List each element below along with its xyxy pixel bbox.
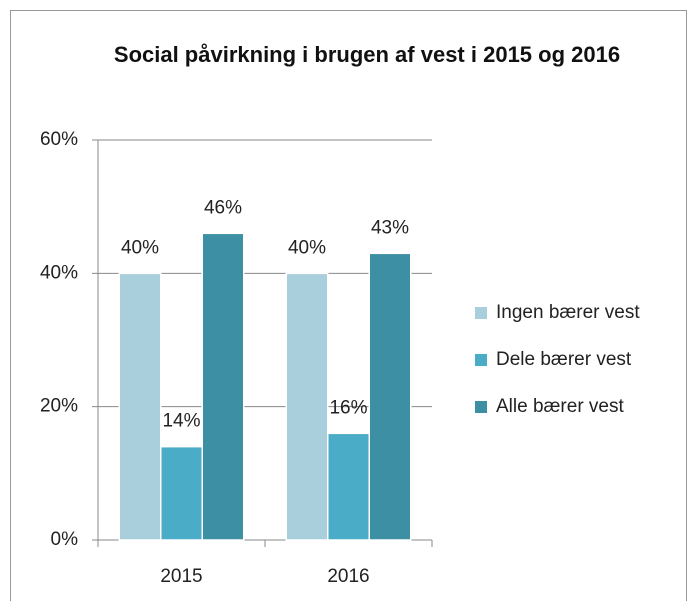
x-tick-label: 2016 bbox=[327, 566, 369, 587]
y-tick-label: 20% bbox=[40, 396, 78, 417]
data-label: 40% bbox=[121, 237, 159, 258]
y-tick-label: 0% bbox=[51, 529, 79, 550]
bar bbox=[160, 445, 203, 541]
x-tick-label: 2015 bbox=[160, 566, 202, 587]
data-label: 43% bbox=[371, 217, 409, 238]
bar bbox=[201, 232, 245, 541]
legend-label: Ingen bærer vest bbox=[496, 302, 640, 323]
bar bbox=[327, 432, 370, 541]
bar bbox=[285, 272, 329, 541]
legend-swatch bbox=[475, 307, 487, 319]
data-label: 46% bbox=[204, 197, 242, 218]
bar bbox=[118, 272, 162, 541]
data-label: 40% bbox=[288, 237, 326, 258]
bar bbox=[368, 252, 412, 541]
data-label: 16% bbox=[329, 397, 367, 418]
data-label: 14% bbox=[162, 411, 200, 432]
legend-swatch bbox=[475, 401, 487, 413]
legend-label: Dele bærer vest bbox=[496, 349, 632, 370]
legend-label: Alle bærer vest bbox=[496, 396, 624, 417]
y-tick-label: 60% bbox=[40, 129, 78, 150]
legend-swatch bbox=[475, 354, 487, 366]
y-tick-label: 40% bbox=[40, 262, 78, 283]
chart-title: Social påvirkning i brugen af vest i 201… bbox=[113, 42, 621, 67]
chart-frame bbox=[10, 10, 687, 601]
